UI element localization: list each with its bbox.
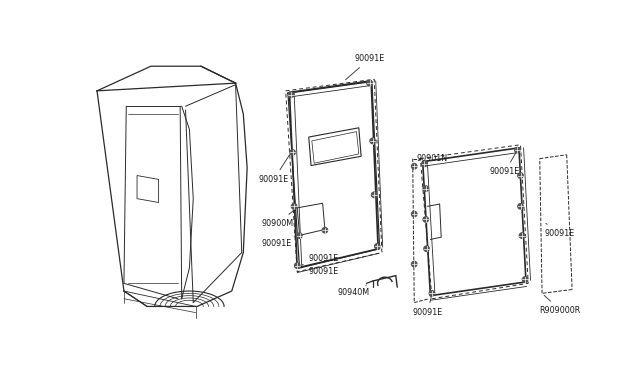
Text: 90091E: 90091E xyxy=(302,254,339,265)
Text: 90091E: 90091E xyxy=(413,296,443,317)
Circle shape xyxy=(412,262,417,267)
Text: 90091E: 90091E xyxy=(308,260,339,276)
Circle shape xyxy=(519,233,525,238)
Text: 90091E: 90091E xyxy=(545,223,575,238)
Circle shape xyxy=(412,164,417,169)
Circle shape xyxy=(518,203,523,209)
Text: 90900M: 90900M xyxy=(261,209,295,228)
Circle shape xyxy=(424,246,429,251)
Text: 90091E: 90091E xyxy=(261,235,296,248)
Circle shape xyxy=(374,244,380,249)
Circle shape xyxy=(423,217,429,222)
Circle shape xyxy=(423,186,429,191)
Circle shape xyxy=(294,263,300,268)
Text: R909000R: R909000R xyxy=(540,295,581,315)
Circle shape xyxy=(290,150,295,155)
Circle shape xyxy=(422,161,427,167)
Circle shape xyxy=(429,291,435,296)
Circle shape xyxy=(289,92,294,97)
Text: 90091E: 90091E xyxy=(490,153,520,176)
Circle shape xyxy=(412,211,417,217)
Circle shape xyxy=(518,173,523,178)
Circle shape xyxy=(371,192,377,198)
Text: 90940M: 90940M xyxy=(337,285,369,297)
Circle shape xyxy=(297,233,302,238)
Circle shape xyxy=(367,80,372,86)
Circle shape xyxy=(291,203,297,209)
Circle shape xyxy=(370,138,375,144)
Text: 90091E: 90091E xyxy=(346,54,385,80)
Text: 90091E: 90091E xyxy=(259,155,289,184)
Circle shape xyxy=(322,228,328,233)
Circle shape xyxy=(515,147,520,153)
Text: 90901N: 90901N xyxy=(414,154,447,166)
Circle shape xyxy=(522,277,528,282)
